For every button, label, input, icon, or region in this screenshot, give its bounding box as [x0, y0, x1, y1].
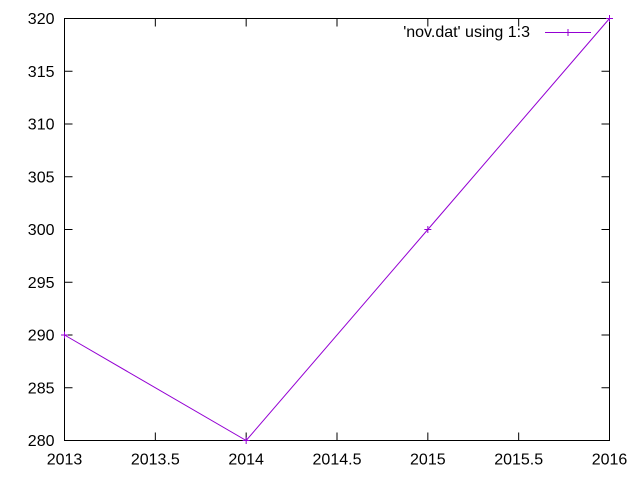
legend-marker — [564, 29, 572, 36]
axis-ticks — [64, 18, 610, 441]
axis-tick-labels: 280 285 290 295 300 305 310 315 320 2013 2013.5 201… — [28, 11, 628, 469]
plot-frame — [64, 18, 610, 441]
series-line — [64, 18, 610, 442]
x-tick-label: 2014 — [228, 452, 264, 469]
legend: 'nov.dat' using 1:3 — [403, 24, 591, 41]
data-point-marker — [424, 226, 432, 233]
x-tick-label: 2016 — [592, 452, 628, 469]
y-tick-label: 305 — [28, 169, 55, 186]
x-tick-label: 2014.5 — [313, 452, 362, 469]
y-tick-label: 320 — [28, 11, 55, 28]
y-tick-label: 280 — [28, 433, 55, 450]
x-tick-label: 2015.5 — [494, 452, 543, 469]
series-layer — [61, 15, 613, 444]
y-tick-label: 295 — [28, 275, 55, 292]
y-tick-label: 300 — [28, 222, 55, 239]
data-point-marker — [606, 15, 613, 22]
legend-label: 'nov.dat' using 1:3 — [403, 24, 530, 41]
y-tick-label: 285 — [28, 380, 55, 397]
y-tick-label: 315 — [28, 64, 55, 81]
x-tick-label: 2013 — [47, 452, 83, 469]
x-tick-label: 2013.5 — [131, 452, 180, 469]
x-tick-label: 2015 — [410, 452, 446, 469]
data-point-marker — [61, 331, 68, 339]
y-tick-label: 310 — [28, 117, 55, 134]
data-point-marker — [242, 437, 250, 444]
y-tick-label: 290 — [28, 328, 55, 345]
